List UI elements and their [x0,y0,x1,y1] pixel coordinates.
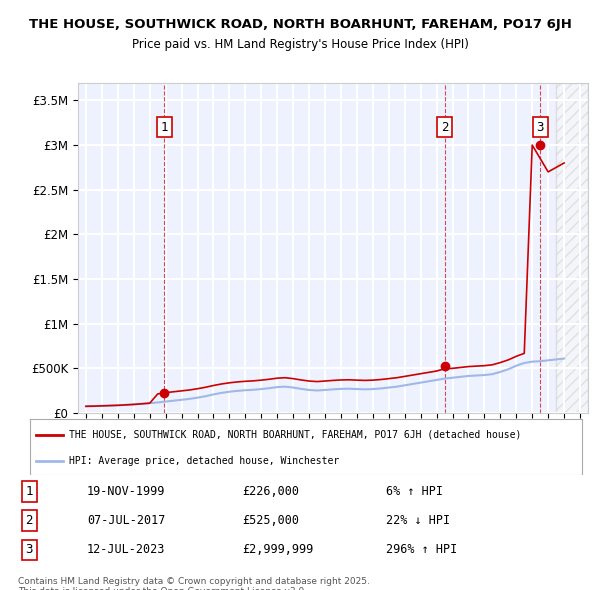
Text: 2: 2 [26,514,33,527]
Text: Price paid vs. HM Land Registry's House Price Index (HPI): Price paid vs. HM Land Registry's House … [131,38,469,51]
Text: 1: 1 [26,485,33,498]
Text: 1: 1 [160,121,168,134]
Text: 3: 3 [26,543,33,556]
Text: 6% ↑ HPI: 6% ↑ HPI [386,485,443,498]
Text: Contains HM Land Registry data © Crown copyright and database right 2025.
This d: Contains HM Land Registry data © Crown c… [18,577,370,590]
Text: 22% ↓ HPI: 22% ↓ HPI [386,514,451,527]
Text: £2,999,999: £2,999,999 [242,543,314,556]
Text: THE HOUSE, SOUTHWICK ROAD, NORTH BOARHUNT, FAREHAM, PO17 6JH (detached house): THE HOUSE, SOUTHWICK ROAD, NORTH BOARHUN… [68,430,521,440]
Text: 19-NOV-1999: 19-NOV-1999 [87,485,165,498]
Text: £525,000: £525,000 [242,514,299,527]
Text: 12-JUL-2023: 12-JUL-2023 [87,543,165,556]
Text: 2: 2 [441,121,448,134]
Text: HPI: Average price, detached house, Winchester: HPI: Average price, detached house, Winc… [68,456,339,466]
Text: 3: 3 [536,121,544,134]
Text: THE HOUSE, SOUTHWICK ROAD, NORTH BOARHUNT, FAREHAM, PO17 6JH: THE HOUSE, SOUTHWICK ROAD, NORTH BOARHUN… [29,18,571,31]
Text: 296% ↑ HPI: 296% ↑ HPI [386,543,458,556]
Text: 07-JUL-2017: 07-JUL-2017 [87,514,165,527]
Text: £226,000: £226,000 [242,485,299,498]
